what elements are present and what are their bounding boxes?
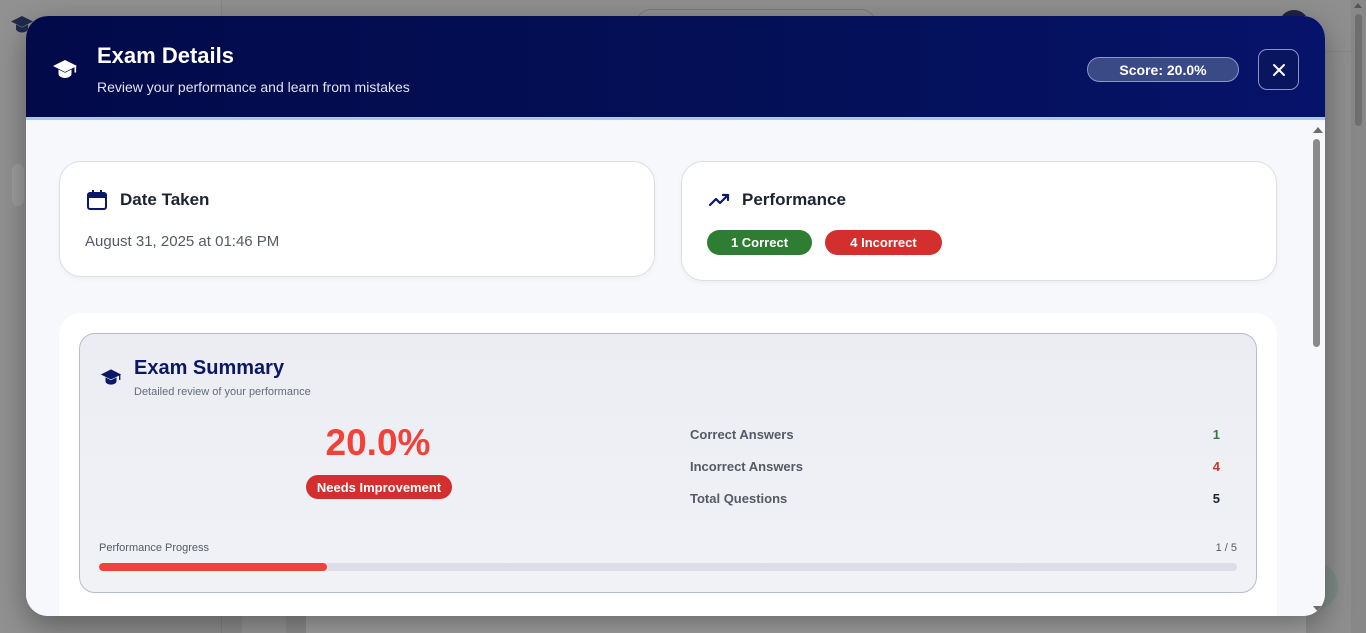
stat-value-incorrect: 4 bbox=[1212, 459, 1220, 474]
stat-value-total: 5 bbox=[1212, 491, 1220, 506]
stat-label-correct: Correct Answers bbox=[690, 427, 794, 442]
page-scrollbar-thumb[interactable] bbox=[1355, 14, 1362, 126]
summary-section: Exam Summary Detailed review of your per… bbox=[59, 313, 1277, 616]
close-button[interactable] bbox=[1258, 49, 1299, 90]
performance-card: Performance 1 Correct 4 Incorrect bbox=[681, 161, 1277, 281]
exam-summary-card: Exam Summary Detailed review of your per… bbox=[79, 333, 1257, 593]
summary-title: Exam Summary bbox=[134, 357, 285, 379]
exam-details-modal: Exam Details Review your performance and… bbox=[26, 16, 1325, 616]
performance-title: Performance bbox=[742, 190, 846, 209]
correct-badge: 1 Correct bbox=[707, 230, 812, 255]
close-icon bbox=[1272, 63, 1285, 76]
modal-scrollbar[interactable] bbox=[1310, 123, 1323, 616]
trending-up-icon bbox=[708, 193, 730, 207]
date-taken-value: August 31, 2025 at 01:46 PM bbox=[85, 233, 280, 250]
summary-subtitle: Detailed review of your performance bbox=[134, 386, 311, 398]
scroll-down-icon[interactable] bbox=[1313, 606, 1323, 612]
modal-body: Date Taken August 31, 2025 at 01:46 PM P… bbox=[26, 123, 1325, 616]
score-badge: Score: 20.0% bbox=[1087, 57, 1239, 82]
modal-header: Exam Details Review your performance and… bbox=[26, 16, 1325, 120]
progress-count: 1 / 5 bbox=[1215, 542, 1237, 554]
graduation-cap-icon bbox=[53, 60, 77, 78]
score-percentage: 20.0% bbox=[325, 422, 431, 463]
stat-label-total: Total Questions bbox=[690, 491, 788, 506]
date-taken-title: Date Taken bbox=[120, 190, 210, 209]
progress-bar bbox=[99, 563, 1237, 571]
page-scrollbar[interactable] bbox=[1351, 0, 1366, 633]
calendar-icon bbox=[87, 190, 107, 210]
stat-value-correct: 1 bbox=[1212, 427, 1220, 442]
modal-scrollbar-thumb[interactable] bbox=[1313, 139, 1320, 347]
modal-title: Exam Details bbox=[97, 43, 234, 68]
modal-subtitle: Review your performance and learn from m… bbox=[97, 79, 410, 95]
graduation-cap-icon bbox=[100, 369, 122, 385]
page-scroll-up-icon[interactable] bbox=[1354, 3, 1362, 8]
progress-label: Performance Progress bbox=[99, 542, 210, 554]
background-sidebar-item bbox=[12, 164, 24, 206]
incorrect-badge: 4 Incorrect bbox=[825, 230, 942, 255]
progress-bar-fill bbox=[99, 563, 327, 571]
date-taken-card: Date Taken August 31, 2025 at 01:46 PM bbox=[59, 161, 655, 277]
status-badge: Needs Improvement bbox=[306, 475, 452, 499]
stat-label-incorrect: Incorrect Answers bbox=[690, 459, 803, 474]
scroll-up-icon[interactable] bbox=[1313, 127, 1323, 133]
